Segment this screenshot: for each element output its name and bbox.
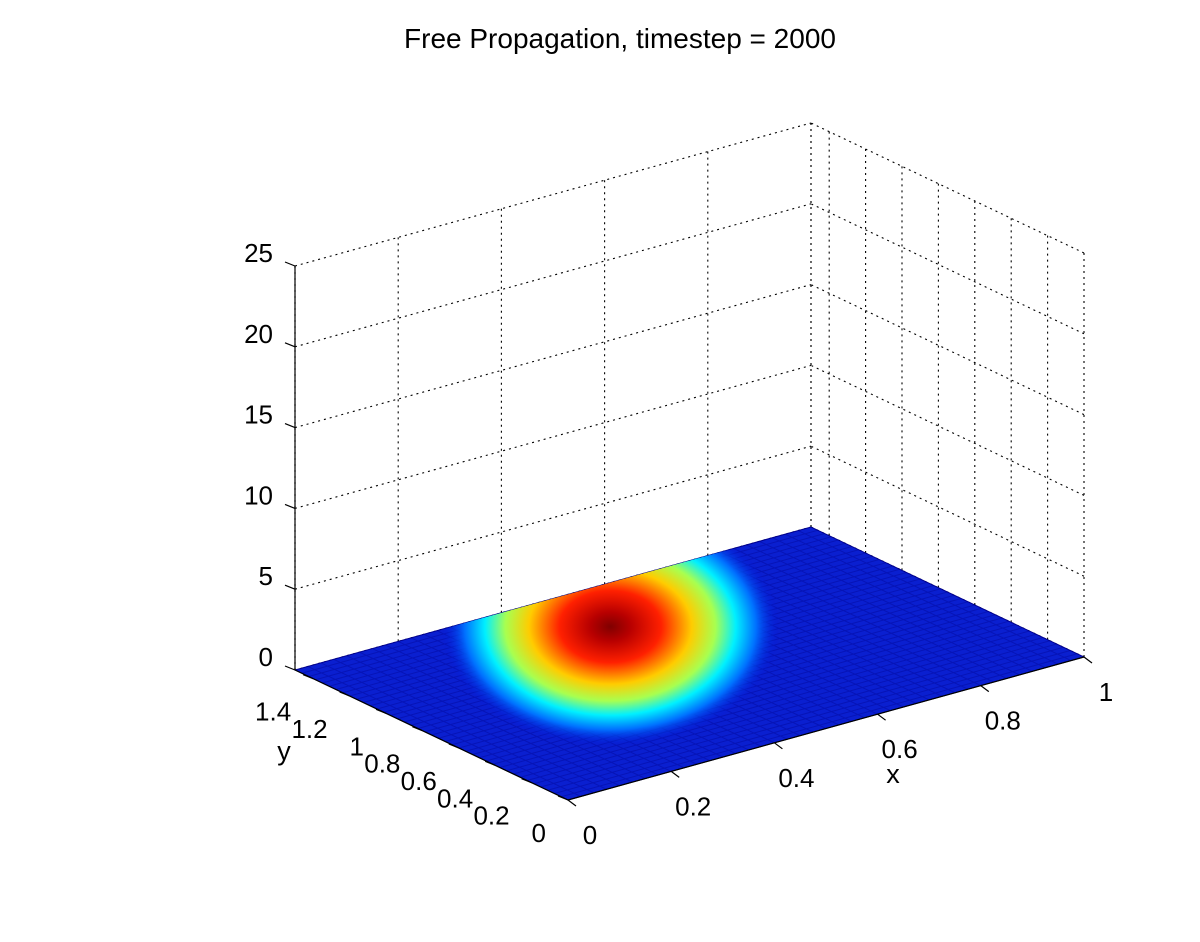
z-tick xyxy=(284,665,296,671)
mesh-line-y xyxy=(540,643,1057,788)
grid-line-xz-horizontal xyxy=(294,284,812,429)
y-tick-label: 1.2 xyxy=(291,714,327,744)
x-axis-line xyxy=(567,656,1085,801)
y-tick xyxy=(484,760,496,766)
x-tick-label: 0 xyxy=(583,820,597,850)
y-axis-line xyxy=(294,669,569,801)
mesh-line-y xyxy=(526,637,1044,781)
grid-line-xz-horizontal xyxy=(294,203,812,348)
y-tick xyxy=(412,726,423,732)
x-tick xyxy=(567,799,577,807)
y-tick-label: 1.4 xyxy=(255,697,291,727)
grid-line-xz-horizontal xyxy=(294,364,812,509)
mesh-line-y xyxy=(561,653,1078,798)
x-tick xyxy=(670,770,680,778)
y-tick-label: 0.4 xyxy=(437,783,473,813)
x-tick xyxy=(980,685,990,693)
x-tick-label: 0.2 xyxy=(675,791,711,821)
mesh-line-y xyxy=(506,627,1023,772)
z-tick-label: 5 xyxy=(259,561,273,591)
mesh-line-x xyxy=(759,540,1033,672)
mesh-line-x xyxy=(784,533,1059,665)
z-tick xyxy=(284,423,296,429)
mesh-line-x xyxy=(720,551,994,683)
mesh-line-x xyxy=(346,655,620,787)
chart-title: Free Propagation, timestep = 2000 xyxy=(404,23,836,54)
y-tick-label: 0.8 xyxy=(364,749,400,779)
grid-line-xz-horizontal xyxy=(294,122,812,267)
y-tick-label: 0.6 xyxy=(401,766,437,796)
mesh-line-x xyxy=(733,547,1007,679)
mesh-line-y xyxy=(513,630,1030,775)
z-tick xyxy=(284,261,296,267)
mesh-line-y xyxy=(547,646,1064,791)
x-tick xyxy=(877,713,886,721)
mesh-line-x xyxy=(797,530,1072,662)
y-tick xyxy=(339,691,350,697)
x-tick-label: 0.8 xyxy=(985,706,1021,736)
y-tick xyxy=(557,795,569,801)
z-tick xyxy=(284,503,296,509)
mesh-line-y xyxy=(533,640,1051,785)
z-tick-label: 0 xyxy=(259,642,273,672)
grid-line-yz-horizontal xyxy=(810,122,1085,254)
x-tick xyxy=(1083,656,1093,664)
y-tick xyxy=(375,708,387,714)
x-tick-label: 0.4 xyxy=(778,763,814,793)
surface-mesh xyxy=(293,526,1086,801)
grid-line-yz-horizontal xyxy=(810,284,1085,416)
x-tick xyxy=(774,742,783,750)
mesh-line-x xyxy=(746,544,1020,676)
x-tick-label: 0.6 xyxy=(882,734,918,764)
mesh-line-x xyxy=(772,537,1046,669)
z-tick-label: 25 xyxy=(244,238,273,268)
mesh-line-x xyxy=(320,662,595,794)
mesh-line-x xyxy=(359,651,633,783)
y-tick-label: 1 xyxy=(350,731,364,761)
y-tick-label: 0 xyxy=(532,818,546,848)
z-tick-label: 15 xyxy=(244,400,273,430)
mesh-line-y xyxy=(520,633,1037,778)
y-tick xyxy=(448,743,460,749)
z-tick-label: 20 xyxy=(244,319,273,349)
surface-peak xyxy=(440,527,780,747)
grid-line-yz-horizontal xyxy=(810,203,1085,335)
z-tick xyxy=(284,342,296,348)
z-tick-label: 10 xyxy=(244,480,273,510)
axis-lines xyxy=(284,261,1093,807)
mesh-line-y xyxy=(554,650,1071,794)
y-tick-label: 0.2 xyxy=(473,801,509,831)
grid-line-yz-horizontal xyxy=(810,364,1085,496)
mesh-line-x xyxy=(307,665,582,797)
y-tick xyxy=(302,674,314,680)
tick-labels: 00.20.40.60.8100.20.40.60.811.21.4051015… xyxy=(244,238,1113,850)
x-axis-label: x xyxy=(886,759,900,789)
mesh-line-x xyxy=(333,658,607,790)
y-axis-label: y xyxy=(277,736,291,766)
x-tick-label: 1 xyxy=(1099,677,1113,707)
y-tick xyxy=(521,778,532,784)
z-tick xyxy=(284,584,296,590)
grid-line-yz-horizontal xyxy=(810,445,1085,577)
